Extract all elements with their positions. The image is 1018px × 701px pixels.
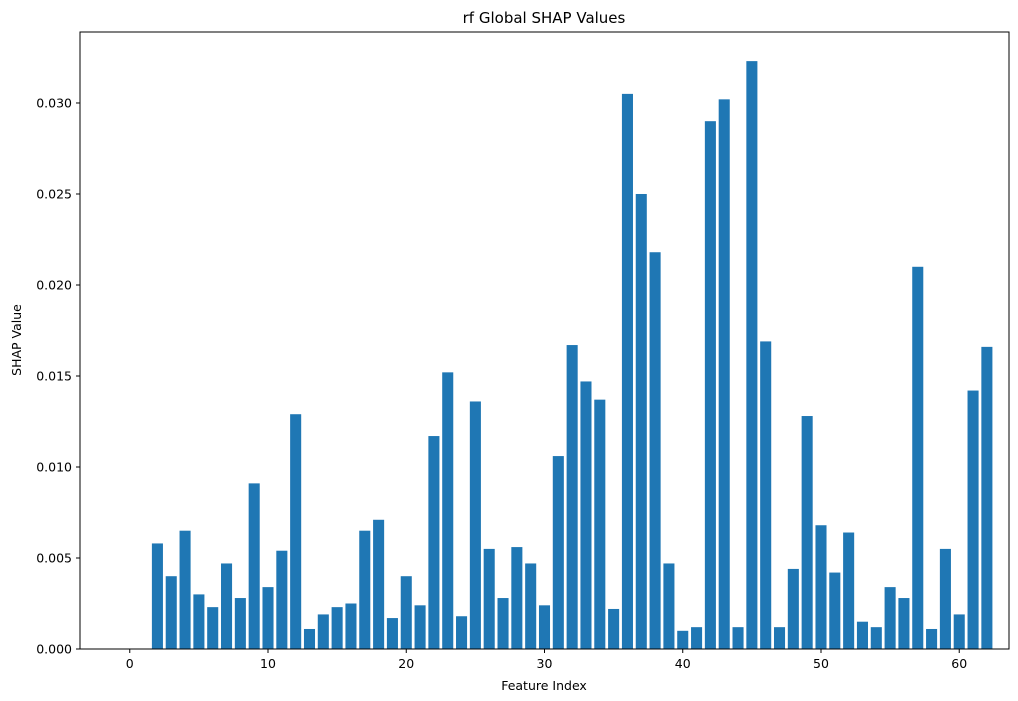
bar-feature-29: [525, 563, 537, 649]
bar-feature-27: [497, 598, 509, 649]
bar-feature-24: [456, 616, 468, 649]
bar-feature-60: [953, 614, 965, 649]
bar-feature-18: [373, 519, 385, 649]
bar-feature-19: [386, 618, 398, 649]
bar-feature-5: [193, 594, 205, 649]
bar-feature-35: [608, 608, 620, 649]
y-tick-label: 0.010: [36, 459, 72, 474]
y-tick-label: 0.000: [36, 642, 72, 657]
bar-feature-51: [829, 572, 841, 649]
bar-feature-22: [428, 436, 440, 649]
bar-feature-42: [704, 121, 716, 650]
x-axis-label: Feature Index: [501, 678, 587, 693]
bar-feature-58: [926, 628, 938, 649]
bar-feature-7: [221, 563, 233, 649]
bar-feature-57: [912, 266, 924, 649]
x-tick-label: 30: [537, 656, 553, 671]
bar-feature-15: [331, 607, 343, 649]
bar-feature-48: [787, 568, 799, 649]
bar-feature-62: [981, 346, 993, 649]
bar-feature-9: [248, 483, 260, 649]
bar-feature-53: [856, 621, 868, 649]
bar-feature-4: [179, 530, 191, 649]
bar-feature-38: [649, 252, 661, 650]
bar-feature-50: [815, 525, 827, 649]
bar-feature-14: [317, 614, 329, 649]
y-axis-label: SHAP Value: [9, 304, 24, 376]
bar-feature-25: [469, 401, 481, 649]
bar-feature-13: [303, 628, 316, 649]
bar-feature-26: [483, 548, 495, 649]
bar-feature-52: [843, 532, 855, 649]
bar-feature-33: [580, 381, 592, 649]
bar-feature-28: [511, 547, 523, 649]
bar-feature-45: [746, 61, 758, 650]
chart-title: rf Global SHAP Values: [463, 9, 626, 27]
bar-feature-55: [884, 587, 896, 649]
bar-feature-20: [400, 576, 412, 649]
bar-feature-16: [345, 603, 357, 649]
x-axis: 0 10 20 30 40 50 60: [126, 649, 967, 671]
x-tick-label: 0: [126, 656, 134, 671]
x-tick-label: 10: [260, 656, 276, 671]
x-tick-label: 40: [675, 656, 691, 671]
bar-feature-11: [276, 550, 288, 649]
y-tick-label: 0.025: [36, 186, 72, 201]
bar-feature-37: [635, 193, 647, 650]
bar-feature-46: [760, 341, 772, 649]
x-tick-label: 20: [398, 656, 414, 671]
x-tick-label: 60: [951, 656, 967, 671]
bar-feature-6: [207, 607, 219, 649]
bar-feature-44: [732, 627, 744, 649]
bar-feature-61: [967, 390, 979, 649]
x-tick-label: 50: [813, 656, 829, 671]
y-tick-label: 0.015: [36, 368, 72, 383]
bar-feature-56: [898, 598, 910, 649]
bar-feature-30: [538, 605, 551, 649]
y-tick-label: 0.030: [36, 95, 72, 110]
bar-feature-3: [165, 576, 177, 649]
bar-feature-36: [621, 93, 633, 649]
bar-feature-34: [594, 399, 606, 649]
y-tick-label: 0.020: [36, 277, 72, 292]
bar-feature-12: [290, 414, 302, 649]
bar-feature-39: [663, 563, 675, 649]
bar-feature-59: [939, 548, 951, 649]
y-axis: 0.000 0.005 0.010 0.015 0.020 0.025 0.030: [36, 95, 80, 657]
bar-feature-54: [870, 627, 882, 649]
bar-feature-21: [414, 605, 426, 649]
bar-feature-40: [677, 630, 689, 649]
bar-feature-2: [151, 543, 163, 649]
plot-frame: [79, 31, 1010, 650]
y-tick-label: 0.005: [36, 550, 72, 565]
bar-feature-43: [718, 99, 730, 650]
bar-feature-32: [566, 345, 578, 649]
bars-group: [151, 61, 993, 650]
bar-feature-47: [773, 627, 786, 649]
bar-feature-8: [234, 598, 246, 649]
bar-feature-41: [691, 627, 703, 649]
bar-feature-23: [442, 372, 454, 649]
bar-feature-31: [552, 456, 564, 649]
bar-feature-49: [801, 416, 813, 649]
bar-feature-17: [359, 530, 371, 649]
bar-feature-10: [262, 587, 274, 649]
